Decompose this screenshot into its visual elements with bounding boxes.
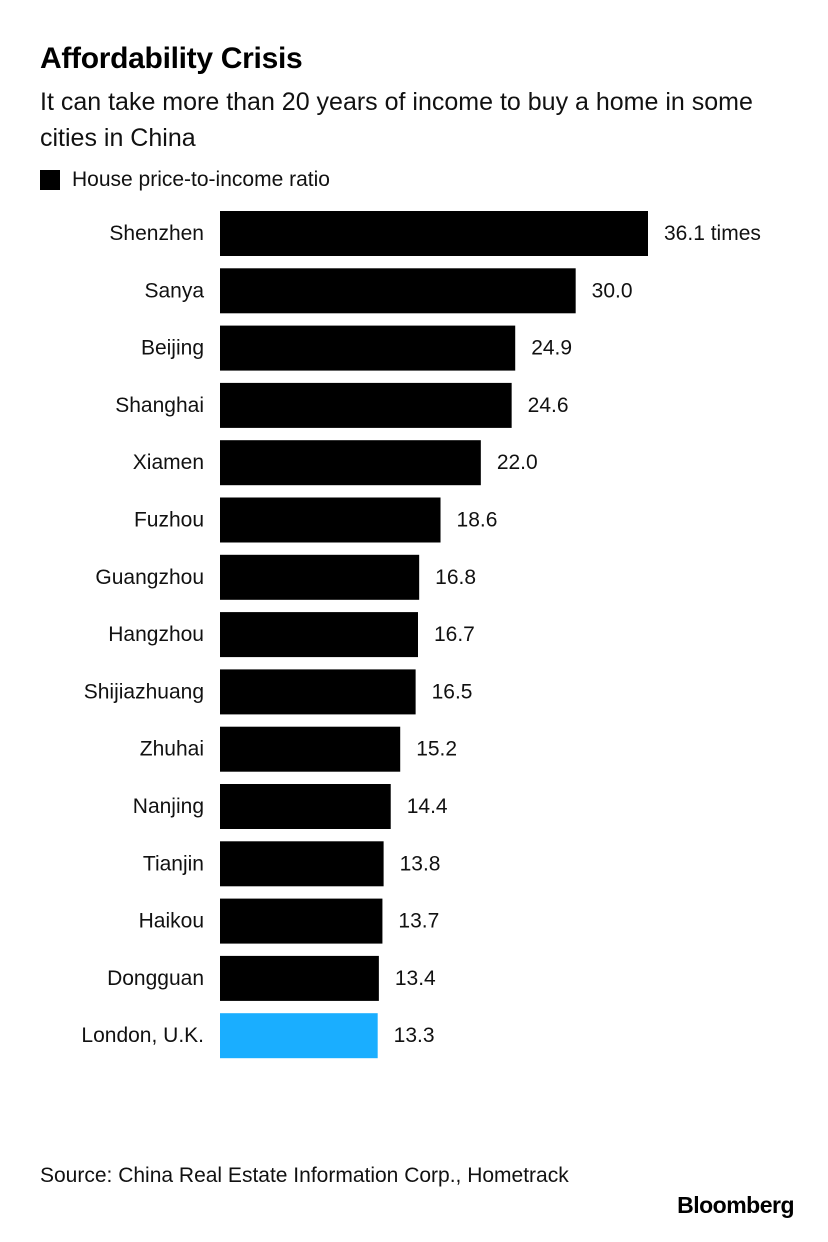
- category-label: Dongguan: [107, 967, 204, 990]
- bar: [220, 382, 512, 428]
- chart-title: Affordability Crisis: [40, 42, 303, 75]
- legend: House price-to-income ratio: [40, 168, 330, 192]
- bar: [220, 1013, 378, 1059]
- category-label: Xiamen: [133, 451, 204, 474]
- bar: [220, 612, 418, 658]
- bar: [220, 841, 384, 887]
- bar: [220, 440, 481, 486]
- category-label: Shanghai: [115, 394, 204, 417]
- value-label: 30.0: [592, 279, 633, 302]
- bar: [220, 211, 648, 256]
- legend-swatch: [40, 170, 60, 190]
- category-label: Guangzhou: [95, 566, 204, 589]
- category-label: Zhuhai: [140, 738, 204, 761]
- value-label: 24.6: [528, 394, 569, 417]
- bar: [220, 268, 576, 314]
- category-label: London, U.K.: [81, 1024, 204, 1047]
- category-label: Shenzhen: [109, 222, 204, 245]
- value-label: 24.9: [531, 337, 572, 360]
- category-label: Fuzhou: [134, 509, 204, 532]
- value-label: 13.4: [395, 967, 436, 990]
- category-label: Shijiazhuang: [84, 680, 204, 703]
- value-label: 13.7: [398, 910, 439, 933]
- category-label: Tianjin: [143, 852, 204, 875]
- bar: [220, 898, 383, 944]
- source-note: Source: China Real Estate Information Co…: [40, 1164, 569, 1187]
- legend-label: House price-to-income ratio: [72, 168, 330, 191]
- value-label: 15.2: [416, 738, 457, 761]
- value-label: 18.6: [457, 509, 498, 532]
- bar: [220, 554, 420, 600]
- value-label: 14.4: [407, 795, 448, 818]
- bar: [220, 726, 401, 772]
- bar: [220, 784, 391, 829]
- category-label: Sanya: [144, 279, 204, 302]
- value-label: 22.0: [497, 451, 538, 474]
- brand-logo: Bloomberg: [677, 1192, 794, 1218]
- value-label: 16.7: [434, 623, 475, 646]
- value-label: 36.1 times: [664, 222, 761, 245]
- bar: [220, 955, 379, 1001]
- category-label: Haikou: [139, 910, 204, 933]
- value-label: 16.8: [435, 566, 476, 589]
- chart-subtitle: It can take more than 20 years of income…: [40, 88, 753, 152]
- category-label: Beijing: [141, 337, 204, 360]
- category-label: Nanjing: [133, 795, 204, 818]
- value-label: 16.5: [432, 680, 473, 703]
- bar: [220, 669, 416, 715]
- bar: [220, 325, 516, 371]
- category-label: Hangzhou: [108, 623, 204, 646]
- value-label: 13.3: [394, 1024, 435, 1047]
- value-label: 13.8: [400, 852, 441, 875]
- bar: [220, 497, 441, 543]
